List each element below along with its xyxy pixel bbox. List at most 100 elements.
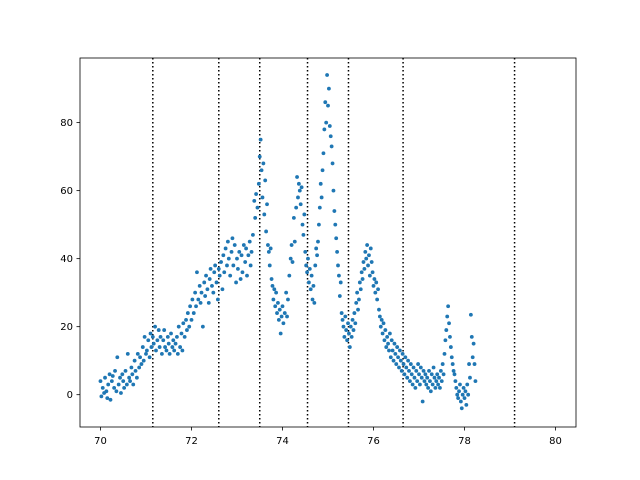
point-0-132 — [248, 263, 253, 268]
point-0-176 — [292, 239, 297, 244]
point-0-153 — [269, 277, 274, 281]
point-0-357 — [458, 382, 462, 387]
point-0-260 — [369, 260, 374, 264]
point-0-334 — [437, 375, 441, 380]
point-0-265 — [374, 280, 379, 285]
point-0-47 — [151, 341, 156, 346]
point-0-284 — [391, 358, 396, 363]
point-0-305 — [410, 382, 415, 387]
point-0-364 — [464, 402, 469, 407]
point-0-122 — [237, 249, 242, 254]
point-0-340 — [442, 351, 447, 356]
point-0-342 — [444, 328, 449, 332]
point-0-53 — [158, 334, 163, 339]
point-0-293 — [399, 368, 404, 373]
point-0-30 — [132, 358, 137, 363]
point-0-211 — [325, 73, 329, 77]
point-0-306 — [411, 365, 416, 370]
point-0-298 — [404, 365, 409, 370]
point-0-186 — [302, 212, 307, 217]
point-0-363 — [463, 389, 468, 394]
point-0-112 — [225, 239, 230, 244]
point-0-336 — [438, 368, 443, 373]
point-0-71 — [179, 331, 184, 336]
point-0-197 — [312, 300, 317, 305]
point-0-374 — [473, 379, 478, 383]
point-0-231 — [343, 314, 348, 319]
point-0-69 — [176, 324, 181, 329]
point-0-60 — [166, 341, 171, 346]
point-0-172 — [288, 256, 293, 261]
y-axis-ticks: 0 20 40 60 80 — [60, 118, 80, 401]
point-0-173 — [289, 243, 294, 247]
x-axis-ticks: 70 72 74 76 78 80 — [94, 427, 562, 447]
point-0-7 — [106, 382, 111, 387]
point-0-185 — [301, 232, 306, 237]
point-0-192 — [307, 266, 312, 271]
point-0-330 — [433, 385, 438, 390]
point-0-272 — [380, 331, 385, 336]
point-0-209 — [323, 100, 328, 105]
point-0-145 — [262, 212, 267, 217]
point-0-23 — [124, 382, 129, 387]
point-0-16 — [116, 382, 121, 387]
point-0-210 — [324, 120, 329, 125]
point-0-26 — [128, 379, 132, 383]
point-0-232 — [344, 328, 349, 332]
point-0-219 — [332, 209, 337, 213]
point-0-99 — [211, 290, 216, 295]
axes-frame — [79, 57, 577, 428]
point-0-289 — [396, 355, 400, 360]
point-0-307 — [412, 375, 417, 380]
point-0-62 — [169, 331, 173, 336]
point-0-347 — [448, 345, 453, 349]
point-0-362 — [462, 396, 467, 400]
point-0-365 — [465, 382, 470, 387]
point-0-57 — [163, 345, 167, 349]
point-0-234 — [346, 321, 350, 326]
point-0-29 — [131, 382, 136, 387]
point-0-258 — [367, 273, 372, 278]
point-0-198 — [313, 263, 318, 268]
point-0-177 — [294, 205, 299, 210]
point-0-311 — [416, 362, 420, 366]
point-0-255 — [365, 243, 370, 247]
point-0-237 — [348, 324, 353, 329]
point-0-84 — [194, 304, 198, 309]
y-tick-label-2: 40 — [60, 254, 73, 265]
point-0-350 — [451, 368, 456, 373]
point-0-201 — [316, 239, 320, 244]
point-0-106 — [219, 260, 223, 264]
x-tick-label-5: 80 — [549, 436, 562, 447]
point-0-73 — [181, 321, 186, 326]
point-0-139 — [256, 181, 261, 186]
point-0-183 — [299, 185, 304, 190]
point-0-240 — [351, 328, 356, 332]
point-0-323 — [427, 368, 431, 373]
point-0-61 — [167, 351, 172, 356]
point-0-22 — [123, 368, 128, 373]
point-0-135 — [252, 198, 257, 203]
point-0-98 — [210, 283, 214, 288]
point-0-317 — [421, 368, 426, 373]
point-0-58 — [164, 348, 169, 353]
point-0-273 — [381, 321, 386, 326]
point-0-235 — [347, 331, 351, 336]
point-0-193 — [308, 287, 313, 292]
point-0-371 — [470, 355, 475, 360]
point-0-28 — [130, 372, 135, 377]
point-0-220 — [333, 222, 338, 227]
point-0-44 — [148, 331, 153, 336]
point-0-341 — [443, 338, 448, 343]
point-0-165 — [280, 304, 285, 309]
point-0-263 — [372, 277, 377, 281]
point-0-33 — [135, 351, 140, 356]
point-0-282 — [389, 338, 394, 343]
point-0-149 — [266, 243, 270, 247]
point-0-144 — [261, 161, 266, 166]
point-0-262 — [371, 283, 376, 288]
point-0-157 — [273, 304, 278, 309]
point-0-215 — [328, 134, 333, 139]
point-0-259 — [368, 246, 373, 251]
